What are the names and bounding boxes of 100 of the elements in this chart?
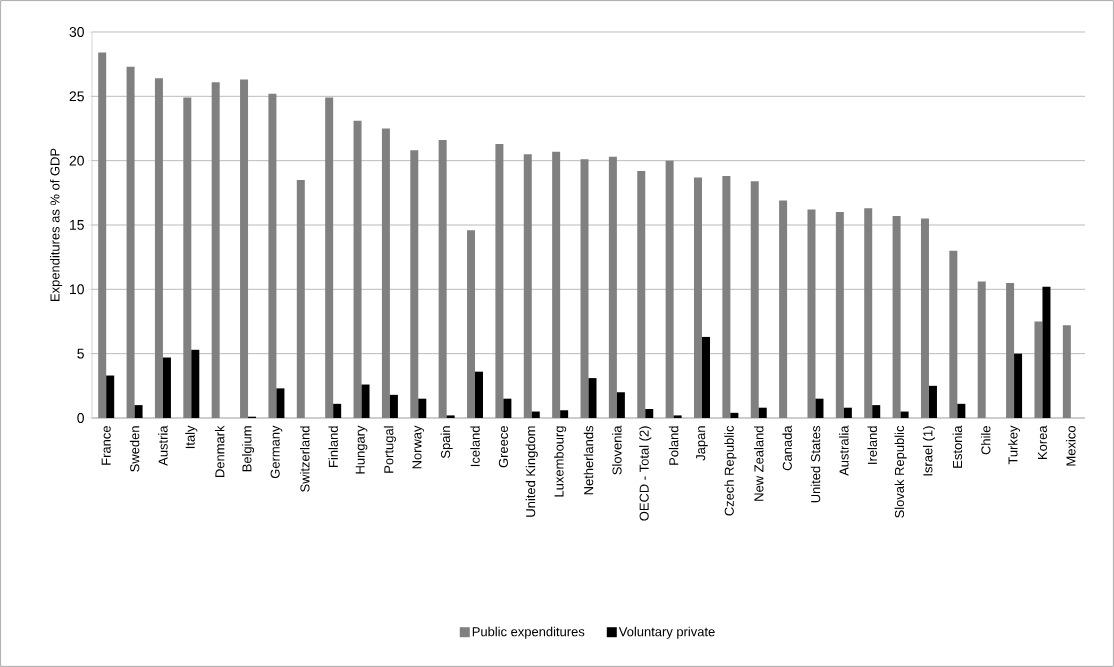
bar: [106, 375, 115, 418]
bar: [475, 371, 484, 418]
y-tick-label: 15: [70, 220, 84, 230]
bar: [835, 212, 844, 418]
x-tick-label: Australia: [839, 425, 849, 476]
y-tick-label: 10: [70, 284, 84, 295]
bar: [920, 218, 929, 418]
bar: [807, 209, 816, 418]
y-axis-title: Expenditures as % of GDP: [50, 148, 63, 301]
bar: [616, 392, 625, 418]
bar: [523, 154, 532, 418]
bar: [1062, 325, 1071, 418]
bar: [361, 384, 370, 418]
x-tick-label: Iceland: [470, 426, 480, 467]
bar: [645, 408, 654, 418]
bar: [446, 415, 455, 418]
x-tick-label: Ireland: [867, 426, 877, 464]
x-tick-label: Czech Republic: [724, 425, 737, 516]
bar: [588, 378, 597, 418]
bar: [333, 403, 342, 418]
bar: [381, 128, 390, 418]
x-tick-label: Austria: [158, 425, 168, 466]
bar: [1034, 321, 1043, 418]
bar: [758, 407, 767, 418]
y-tick-label: 20: [69, 155, 84, 166]
bar: [608, 156, 617, 418]
bar: [467, 230, 476, 418]
bar: [211, 82, 220, 418]
bar: [296, 179, 305, 418]
x-tick-label: Norway: [412, 425, 425, 469]
bar: [134, 405, 143, 418]
x-tick-label: Turkey: [1008, 425, 1021, 465]
bar: [552, 151, 561, 418]
x-tick-label: Finland: [328, 426, 338, 467]
bar: [276, 388, 285, 418]
x-tick-label: Estonia: [952, 425, 963, 468]
bar: [637, 170, 646, 418]
x-tick-label: Hungary: [355, 425, 368, 474]
y-tick-label: 25: [69, 91, 84, 102]
bar: [98, 52, 107, 418]
bar: [531, 411, 540, 418]
bar: [864, 208, 873, 418]
bar: [872, 405, 881, 418]
x-tick-label: Luxembourg: [554, 426, 567, 497]
bar: [126, 66, 135, 418]
x-tick-label: Belgium: [242, 426, 255, 472]
bar: [673, 415, 682, 418]
bar: [560, 410, 569, 418]
y-tick-label: 5: [77, 348, 84, 359]
x-tick-label: France: [101, 426, 111, 465]
bar: [580, 159, 589, 418]
bar: [325, 97, 334, 418]
bar: [949, 250, 958, 418]
x-tick-label: Israel (1): [922, 426, 936, 476]
x-tick-label: New Zealand: [753, 426, 764, 501]
bar: [1014, 353, 1023, 418]
x-tick-label: Greece: [498, 426, 508, 468]
x-tick-label: Chile: [980, 426, 991, 455]
bar: [750, 181, 759, 418]
x-tick-label: Slovak Republic: [894, 425, 907, 518]
bar: [957, 403, 966, 418]
bar: [977, 281, 986, 418]
bar: [1042, 286, 1051, 418]
bar: [353, 120, 362, 418]
x-tick-label: OECD - Total (2): [639, 426, 652, 521]
bar: [438, 140, 447, 418]
bar: [418, 398, 427, 418]
bar: [1006, 282, 1015, 418]
x-tick-label: Japan: [696, 426, 708, 461]
bar: [495, 143, 504, 418]
legend-label: Public expenditures: [472, 626, 585, 639]
bar: [154, 78, 163, 418]
bar: [694, 177, 702, 418]
bar: [410, 150, 419, 418]
bar: [240, 79, 249, 418]
x-tick-label: Poland: [668, 426, 679, 465]
bar: [730, 412, 739, 418]
bar: [900, 411, 909, 418]
bar: [503, 398, 512, 418]
x-tick-label: Germany: [270, 425, 283, 479]
bar: [892, 215, 901, 418]
x-tick-label: Korea: [1037, 425, 1047, 459]
bar: [183, 97, 192, 418]
x-tick-label: Canada: [782, 425, 792, 471]
x-tick-label: Netherlands: [583, 425, 594, 495]
bar: [702, 336, 710, 418]
bar: [389, 394, 398, 418]
bar: [928, 385, 937, 418]
x-tick-label: Spain: [440, 426, 453, 459]
y-tick-label: 30: [69, 27, 84, 37]
x-tick-label: United Kingdom: [525, 426, 538, 517]
x-tick-label: Slovenia: [612, 425, 622, 475]
x-tick-label: Switzerland: [300, 426, 310, 492]
bar: [191, 349, 200, 418]
bar: [843, 407, 852, 418]
x-tick-label: Italy: [185, 425, 198, 449]
y-tick-label: 0: [77, 413, 84, 423]
x-tick-label: Denmark: [214, 425, 225, 477]
legend-label: Voluntary private: [618, 626, 715, 639]
x-tick-label: Portugal: [383, 426, 396, 473]
